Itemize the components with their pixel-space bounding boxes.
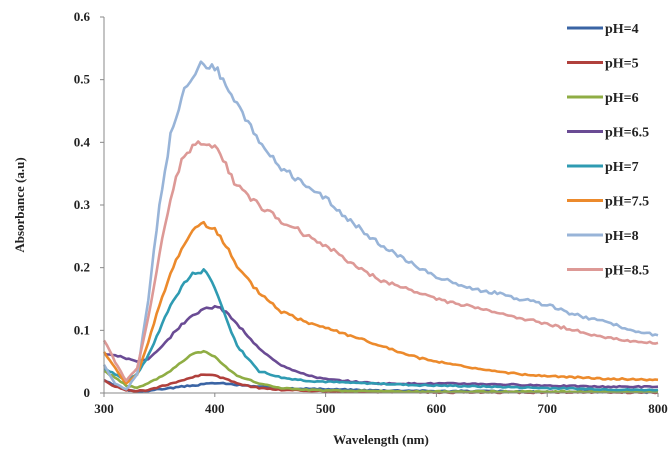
legend-label: pH=6.5	[605, 126, 649, 141]
legend-label: pH=7	[605, 160, 639, 175]
legend-label: pH=6	[605, 91, 639, 106]
y-tick-label: 0.2	[74, 260, 90, 275]
x-tick-label: 400	[205, 401, 225, 416]
x-tick-label: 800	[648, 401, 668, 416]
legend: pH=4 pH=5 pH=6 pH=6.5 pH=7 pH=7.5 pH=8 pH=8.5	[567, 22, 649, 279]
x-tick-label: 300	[94, 401, 114, 416]
y-tick-label: 0.6	[74, 9, 91, 24]
legend-label: pH=4	[605, 22, 639, 37]
y-tick-label: 0.1	[74, 322, 90, 337]
series-layer	[102, 60, 659, 395]
series-line	[102, 60, 659, 391]
y-tick-label: 0.5	[74, 72, 91, 87]
series-line	[103, 268, 659, 392]
y-axis-ticks: 0 0.1 0.2 0.3 0.4 0.5 0.6	[74, 9, 104, 400]
x-tick-label: 700	[537, 401, 557, 416]
legend-label: pH=5	[605, 57, 639, 72]
x-tick-label: 600	[427, 401, 447, 416]
legend-label: pH=8.5	[605, 264, 649, 279]
x-tick-label: 500	[316, 401, 336, 416]
series-line	[102, 140, 659, 383]
y-tick-label: 0	[84, 385, 91, 400]
y-tick-label: 0.4	[74, 134, 91, 149]
series-line	[103, 349, 659, 394]
series-line	[102, 220, 659, 385]
legend-label: pH=8	[605, 229, 639, 244]
y-tick-label: 0.3	[74, 197, 91, 212]
x-axis-label: Wavelength (nm)	[333, 432, 429, 447]
legend-label: pH=7.5	[605, 195, 649, 210]
y-axis-label: Absorbance (a.u)	[12, 157, 27, 252]
x-axis-ticks: 300 400 500 600 700 800	[94, 393, 668, 416]
